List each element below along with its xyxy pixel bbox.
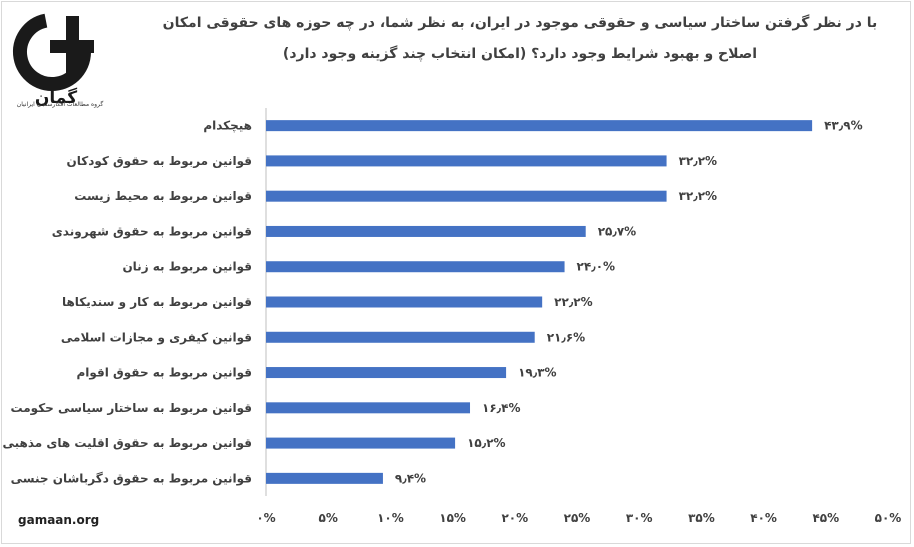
bar (266, 190, 667, 202)
x-tick-label: ۰% (256, 511, 275, 525)
x-tick-label: ۱۵% (439, 511, 466, 525)
data-label: ۲۴٫۰% (577, 260, 616, 274)
x-tick-label: ۵% (319, 511, 338, 525)
bar (266, 331, 535, 343)
chart-title-line-1: با در نظر گرفتن ساختار سیاسی و حقوقی موج… (162, 15, 878, 31)
bar (266, 120, 813, 132)
x-tick-label: ۴۰% (750, 511, 777, 525)
data-label: ۲۱٫۶% (547, 330, 586, 344)
data-label: ۹٫۴% (395, 471, 426, 485)
category-label: قوانین مربوط به زنان (122, 260, 252, 275)
logo-text: گمان (35, 87, 77, 108)
x-tick-label: ۴۵% (812, 511, 839, 525)
category-label: قوانین مربوط به حقوق اقوام (76, 366, 252, 381)
data-label: ۲۲٫۲% (554, 295, 593, 309)
bar (266, 402, 471, 414)
bar (266, 296, 543, 308)
bar (266, 225, 586, 237)
gamaan-logo: گمان (13, 13, 94, 108)
data-label: ۱۶٫۴% (482, 401, 521, 415)
category-label: قوانین مربوط به محیط زیست (74, 189, 252, 204)
bar (266, 437, 456, 449)
category-label: هیچکدام (203, 119, 252, 134)
category-label: قوانین مربوط به حقوق شهروندی (52, 224, 252, 239)
x-tick-label: ۲۰% (501, 511, 528, 525)
x-tick-label: ۳۵% (688, 511, 715, 525)
x-tick-label: ۱۰% (377, 511, 404, 525)
data-label: ۳۲٫۲% (679, 189, 718, 203)
data-label: ۱۵٫۲% (467, 436, 506, 450)
data-label: ۳۲٫۲% (679, 154, 718, 168)
bar (266, 367, 507, 379)
category-label: قوانین مربوط به حقوق کودکان (66, 154, 252, 169)
category-label: قوانین مربوط به حقوق دگرباشان جنسی (11, 471, 252, 486)
chart-title-line-2: اصلاح و بهبود شرایط وجود دارد؟ (امکان ان… (282, 46, 758, 62)
chart-title: با در نظر گرفتن ساختار سیاسی و حقوقی موج… (150, 8, 890, 70)
x-tick-label: ۵۰% (875, 511, 902, 525)
x-tick-label: ۲۵% (564, 511, 591, 525)
site-url: gamaan.org (18, 513, 100, 527)
bar (266, 155, 667, 167)
category-label: قوانین مربوط به کار و سندیکاها (62, 295, 252, 310)
logo-caption: گروه مطالعات افکارسنجی ایرانیان (16, 101, 104, 108)
data-label: ۱۹٫۳% (518, 366, 557, 380)
category-label: قوانین مربوط به ساختار سیاسی حکومت (11, 401, 252, 416)
bar (266, 261, 565, 273)
data-label: ۴۳٫۹% (824, 119, 863, 133)
x-tick-label: ۳۰% (626, 511, 653, 525)
data-label: ۲۵٫۷% (598, 224, 637, 238)
category-label: قوانین کیفری و مجازات اسلامی (61, 330, 252, 345)
bar (266, 472, 383, 484)
category-label: قوانین مربوط به حقوق اقلیت های مذهبی (3, 436, 253, 451)
